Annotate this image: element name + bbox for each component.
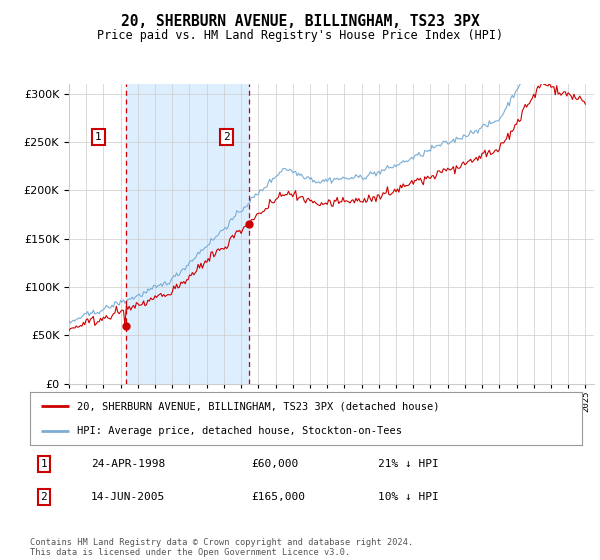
- Text: 20, SHERBURN AVENUE, BILLINGHAM, TS23 3PX (detached house): 20, SHERBURN AVENUE, BILLINGHAM, TS23 3P…: [77, 402, 439, 412]
- Text: 10% ↓ HPI: 10% ↓ HPI: [378, 492, 439, 502]
- Text: HPI: Average price, detached house, Stockton-on-Tees: HPI: Average price, detached house, Stoc…: [77, 426, 402, 436]
- Text: 24-APR-1998: 24-APR-1998: [91, 459, 165, 469]
- Text: 1: 1: [40, 459, 47, 469]
- Text: 2: 2: [40, 492, 47, 502]
- Text: 21% ↓ HPI: 21% ↓ HPI: [378, 459, 439, 469]
- Text: £60,000: £60,000: [251, 459, 298, 469]
- Text: 1: 1: [95, 132, 102, 142]
- Text: 14-JUN-2005: 14-JUN-2005: [91, 492, 165, 502]
- Text: £165,000: £165,000: [251, 492, 305, 502]
- Text: 2: 2: [223, 132, 230, 142]
- Text: Contains HM Land Registry data © Crown copyright and database right 2024.
This d: Contains HM Land Registry data © Crown c…: [30, 538, 413, 557]
- Text: Price paid vs. HM Land Registry's House Price Index (HPI): Price paid vs. HM Land Registry's House …: [97, 29, 503, 42]
- Bar: [126, 84, 249, 384]
- Text: 20, SHERBURN AVENUE, BILLINGHAM, TS23 3PX: 20, SHERBURN AVENUE, BILLINGHAM, TS23 3P…: [121, 14, 479, 29]
